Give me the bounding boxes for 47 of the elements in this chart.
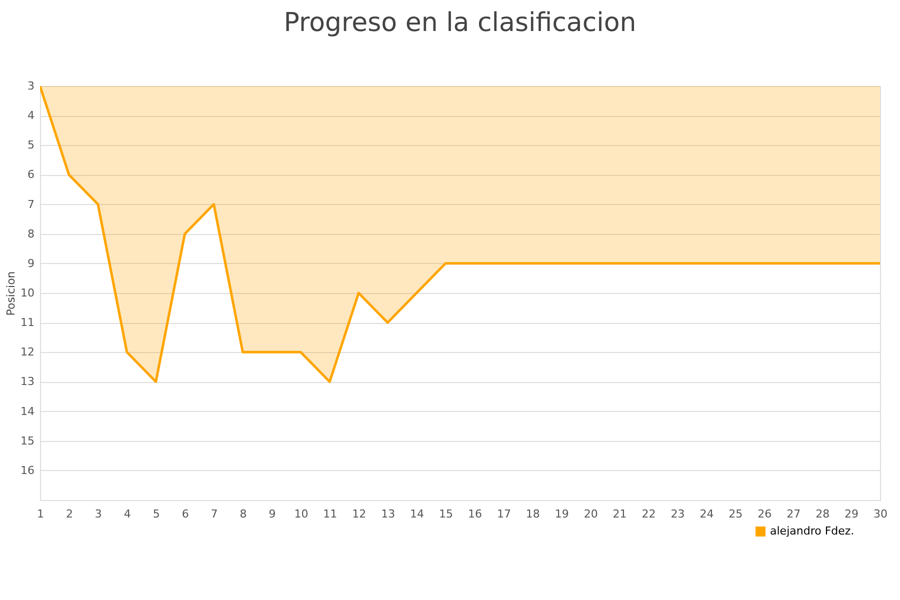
x-tick-label: 12 [352, 508, 366, 520]
x-tick-label: 16 [468, 508, 482, 520]
x-tick-label: 27 [786, 508, 801, 520]
x-tick-label: 25 [728, 508, 743, 520]
x-tick-label: 7 [210, 508, 218, 520]
y-tick-label: 5 [28, 138, 34, 152]
x-tick-label: 15 [439, 508, 454, 520]
y-tick-label: 16 [20, 464, 34, 477]
x-tick-label: 19 [554, 508, 569, 520]
x-tick-label: 14 [410, 508, 424, 520]
y-tick-label: 4 [28, 109, 34, 122]
x-tick-label: 21 [612, 508, 627, 520]
x-tick-label: 3 [94, 508, 102, 520]
x-tick-label: 17 [496, 508, 511, 520]
y-tick-label: 3 [28, 80, 34, 92]
y-tick-label: 15 [20, 434, 34, 448]
x-tick-label: 5 [152, 508, 160, 520]
x-tick-label: 29 [844, 508, 859, 520]
y-tick-label: 12 [20, 346, 34, 359]
x-tick-label: 18 [526, 508, 540, 520]
y-tick-label: 9 [28, 256, 34, 270]
x-tick-label: 2 [66, 508, 73, 520]
y-tick-label: 8 [28, 227, 34, 240]
y-axis-title: Posicion [4, 271, 18, 316]
x-tick-label: 8 [240, 508, 247, 520]
y-tick-label: 14 [20, 404, 34, 418]
x-tick-label: 22 [642, 508, 656, 520]
x-tick-label: 20 [584, 508, 598, 520]
y-tick-label: 11 [20, 316, 34, 330]
x-tick-label: 28 [816, 508, 830, 520]
x-tick-label: 23 [670, 508, 685, 520]
x-tick-label: 9 [268, 508, 276, 520]
chart-title: Progreso en la clasificacion [284, 8, 636, 38]
x-tick-label: 24 [700, 508, 714, 520]
x-tick-label: 1 [37, 508, 44, 520]
x-tick-label: 13 [381, 508, 396, 520]
y-tick-label: 6 [28, 168, 34, 182]
x-tick-label: 6 [182, 508, 189, 520]
legend-label: alejandro Fdez. [770, 524, 854, 538]
y-tick-label: 13 [20, 375, 34, 388]
x-tick-label: 26 [758, 508, 772, 520]
y-tick-label: 10 [20, 286, 34, 300]
x-tick-label: 11 [323, 508, 338, 520]
x-tick-label: 10 [294, 508, 308, 520]
y-tick-label: 7 [28, 198, 34, 211]
x-tick-label: 30 [874, 508, 888, 520]
x-tick-label: 4 [124, 508, 131, 520]
